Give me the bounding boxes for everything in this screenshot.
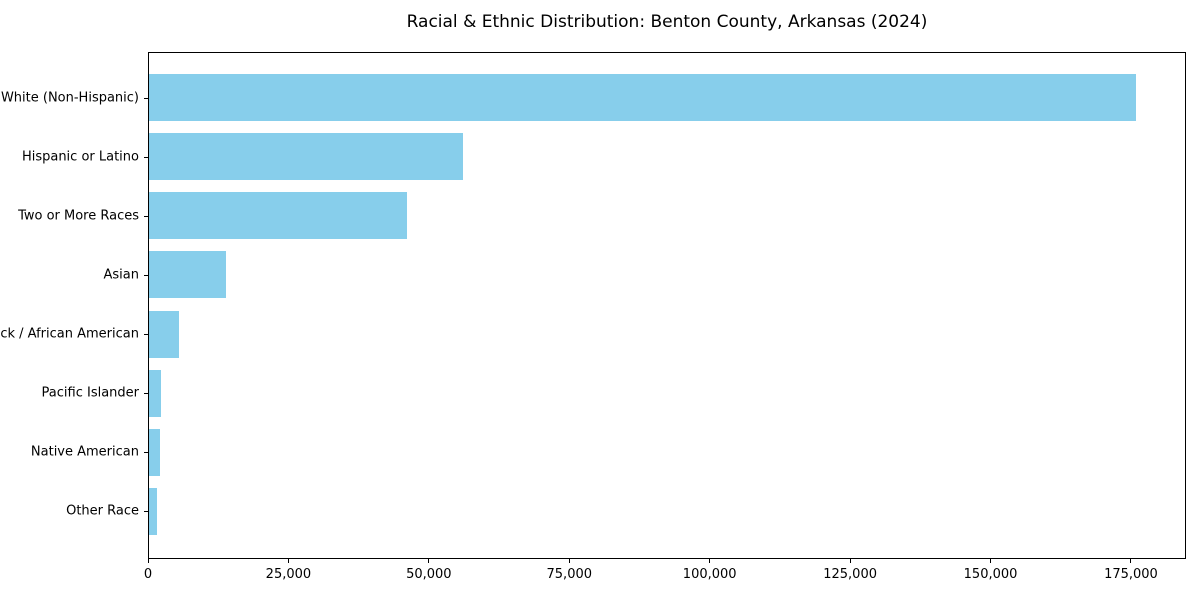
bar-row: Other Race (66, 482, 1185, 541)
bar-row: Native American (31, 423, 1185, 482)
chart-title: Racial & Ethnic Distribution: Benton Cou… (406, 12, 928, 32)
x-tick-mark (568, 559, 570, 563)
x-tick-label: 50,000 (406, 567, 452, 582)
x-tick-mark (428, 559, 430, 563)
y-tick-mark (144, 452, 149, 454)
bar-row: Two or More Races (18, 186, 1185, 245)
bar-row: Asian (104, 245, 1185, 304)
bar-row: Hispanic or Latino (22, 127, 1185, 186)
x-axis: 0 25,000 50,000 75,000 100,000 125,000 150,000… (144, 559, 1186, 593)
y-tick-mark (144, 334, 149, 336)
bars-container: White (Non-Hispanic) Hispanic or Latino Tw… (0, 53, 1185, 558)
x-tick-mark (287, 559, 289, 563)
x-tick-label: 75,000 (546, 567, 593, 582)
bar (149, 133, 463, 181)
y-tick-mark (144, 97, 149, 99)
y-tick-mark (144, 156, 149, 158)
y-tick-mark (144, 393, 149, 395)
x-tick-mark (990, 559, 992, 563)
x-tick-label: 150,000 (963, 567, 1018, 582)
category-label: Asian (103, 267, 139, 283)
bar (149, 487, 157, 535)
y-tick-mark (144, 274, 149, 276)
x-tick-label: 125,000 (823, 567, 877, 582)
bar (149, 74, 1136, 122)
category-label: Two or More Races (18, 208, 139, 224)
y-tick-mark (144, 215, 149, 217)
category-label: Native American (30, 444, 139, 460)
x-tick-label: 175,000 (1104, 567, 1158, 582)
category-label: White (Non-Hispanic) (0, 90, 139, 106)
x-tick-mark (147, 559, 149, 563)
plot-area: White (Non-Hispanic) Hispanic or Latino Tw… (0, 52, 1186, 559)
bar-row: Black / African American (0, 305, 1185, 364)
x-tick-mark (1130, 559, 1132, 563)
bar (149, 310, 180, 358)
bar-row: Pacific Islander (42, 364, 1185, 423)
category-label: Other Race (66, 503, 139, 519)
x-tick-label: 0 (143, 567, 153, 582)
y-tick-mark (144, 511, 149, 513)
x-tick-mark (709, 559, 711, 563)
bar (149, 192, 407, 240)
bar (149, 428, 161, 476)
bar (149, 369, 162, 417)
x-tick-label: 100,000 (682, 567, 737, 582)
category-label: Pacific Islander (41, 385, 139, 401)
bar-row: White (Non-Hispanic) (1, 68, 1185, 127)
x-tick-label: 25,000 (265, 567, 312, 582)
category-label: Hispanic or Latino (21, 149, 139, 165)
category-label: Black / African American (0, 326, 139, 342)
x-tick-mark (849, 559, 851, 563)
bar (149, 251, 227, 299)
